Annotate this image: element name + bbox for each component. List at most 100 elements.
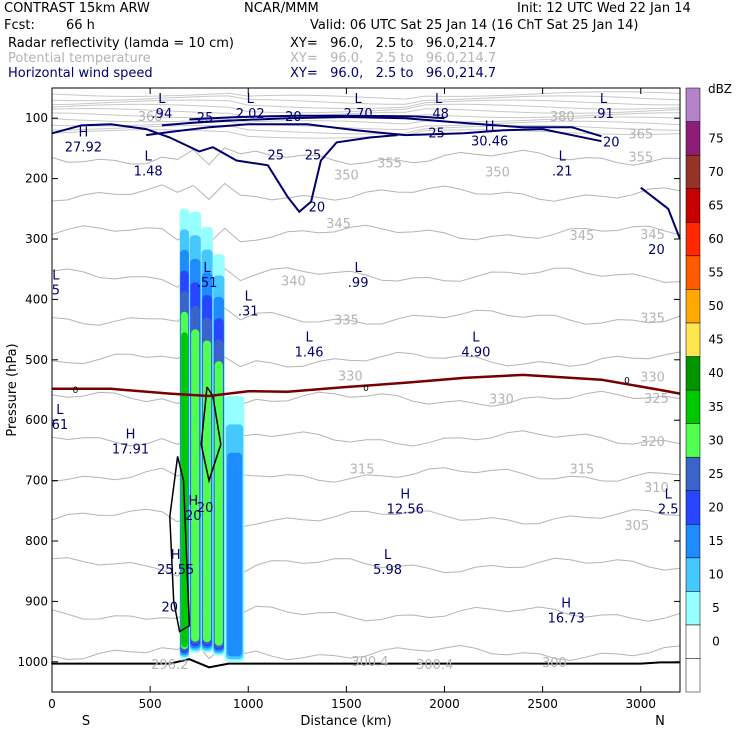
contour-labels: 0 0 0 380 365 360 355 355 350 350 345 345 345 340 335 3… xyxy=(52,92,679,673)
extremum-value: .31 xyxy=(238,305,259,320)
extremum-value: .48 xyxy=(428,107,449,122)
colorbar-label: 65 xyxy=(708,198,723,212)
theta-label: 355 xyxy=(628,150,653,165)
colorbar-swatch xyxy=(685,356,701,391)
theta-label: 350 xyxy=(485,166,510,181)
extremum-mark: H xyxy=(79,125,89,140)
colorbar-label: 10 xyxy=(708,568,723,582)
extremum-value: .94 xyxy=(152,107,173,122)
colorbar-label: 75 xyxy=(708,131,723,145)
theta-line xyxy=(51,390,681,415)
extremum-value: 5 xyxy=(52,283,60,298)
wind-contour-inner xyxy=(169,456,191,633)
theta-label: 305 xyxy=(624,519,649,534)
extremum-value: 5.98 xyxy=(373,563,402,578)
colorbar-label: 20 xyxy=(708,500,723,514)
colorbar-swatch xyxy=(685,188,701,223)
wind-label: 25 xyxy=(428,126,445,141)
theta-label: 345 xyxy=(569,229,594,244)
theta-label: 325 xyxy=(644,392,669,407)
theta-label: 315 xyxy=(569,463,594,478)
extremum-value: 20 xyxy=(185,509,202,524)
x-tick-label: 2500 xyxy=(527,697,558,711)
colorbar-swatch xyxy=(685,255,701,290)
plot-frame xyxy=(51,87,681,693)
theta-line xyxy=(51,639,681,662)
wind-contour xyxy=(146,123,602,143)
extremum-mark: H xyxy=(561,596,571,611)
wind-contour xyxy=(161,115,602,138)
theta-label: 300.4 xyxy=(351,655,388,670)
wind-label: 20 xyxy=(161,600,178,615)
colorbar-swatch xyxy=(685,87,701,122)
theta-label: 330 xyxy=(338,370,363,385)
model-title: CONTRAST 15km ARW xyxy=(4,1,150,16)
colorbar-swatch xyxy=(685,423,701,458)
colorbar-swatch xyxy=(685,490,701,525)
colorbar-swatch xyxy=(685,289,701,324)
extremum-value: .99 xyxy=(348,276,369,291)
reflectivity-cell xyxy=(202,340,212,643)
theta-line xyxy=(51,304,681,326)
theta-label: 350 xyxy=(334,169,359,184)
theta-label: 315 xyxy=(350,463,375,478)
theta-line xyxy=(51,557,681,577)
theta-line-upper xyxy=(51,129,681,139)
wind-label: 20 xyxy=(285,110,302,125)
y-tick-label: 500 xyxy=(25,353,48,367)
colorbar-swatch xyxy=(685,154,701,189)
theta-label: 360 xyxy=(138,110,163,125)
colorbar-label: 5 xyxy=(712,601,720,615)
extremum-mark: L xyxy=(158,92,166,107)
extremum-value: 17.91 xyxy=(112,442,149,457)
theta-label: 296.2 xyxy=(151,658,188,673)
theta-contours xyxy=(51,91,681,662)
terrain-line xyxy=(51,658,680,669)
extremum-mark: L xyxy=(435,92,443,107)
theta-line-upper xyxy=(51,99,680,110)
theta-label: 300.4 xyxy=(416,658,453,673)
valid-time: Valid: 06 UTC Sat 25 Jan 14 (16 ChT Sat … xyxy=(310,18,639,33)
y-tick-label: 1000 xyxy=(17,655,48,669)
extremum-mark: L xyxy=(56,403,64,418)
y-tick-label: 600 xyxy=(25,413,48,427)
y-tick-label: 100 xyxy=(25,111,48,125)
theta-label: 380 xyxy=(550,110,575,125)
theta-line-upper xyxy=(51,91,681,100)
colorbar-swatch xyxy=(685,221,701,257)
extremum-value: 2.02 xyxy=(236,107,265,122)
extremum-mark: H xyxy=(400,488,410,503)
x-tick-label: 500 xyxy=(139,697,162,711)
extremum-value: 25.55 xyxy=(157,563,194,578)
theta-label: 345 xyxy=(640,228,665,243)
zero-contour xyxy=(52,373,681,398)
wind-label: 20 xyxy=(648,243,665,258)
wind-contour xyxy=(640,186,681,240)
extremum-value: .91 xyxy=(593,107,614,122)
colorbar-unit: dBZ xyxy=(708,82,732,96)
y-tick-label: 400 xyxy=(25,292,48,306)
x-tick-label: 2000 xyxy=(429,697,460,711)
theta-line-upper xyxy=(51,116,681,125)
theta-label: 335 xyxy=(334,314,359,329)
colorbar-swatch xyxy=(685,658,701,693)
theta-line-upper xyxy=(51,107,681,118)
theta-label: 300 xyxy=(542,656,567,671)
plot-background xyxy=(52,88,680,692)
colorbar-label: 50 xyxy=(708,299,723,313)
center-title: NCAR/MMM xyxy=(244,1,319,16)
theta-line xyxy=(51,428,681,449)
theta-label: 355 xyxy=(377,157,402,172)
colorbar-swatch xyxy=(685,456,701,491)
field-xy-1: XY= 96.0, 2.5 to 96.0,214.7 xyxy=(290,51,497,66)
theta-line xyxy=(51,224,681,244)
extremum-mark: H xyxy=(188,494,198,509)
reflectivity-cell xyxy=(214,361,223,646)
extremum-value: 30.46 xyxy=(471,134,508,149)
zero-contour-label: 0 xyxy=(73,386,79,396)
field-xy-0: XY= 96.0, 2.5 to 96.0,214.7 xyxy=(290,36,497,51)
y-tick-label: 300 xyxy=(25,232,48,246)
colorbar-swatch xyxy=(685,624,701,659)
theta-line-upper xyxy=(51,124,681,135)
